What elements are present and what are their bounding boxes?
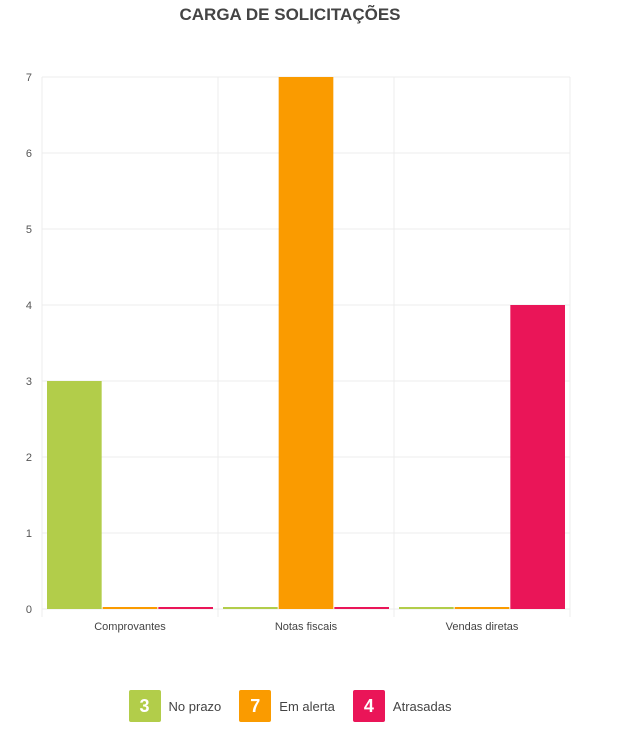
y-tick-label: 0: [26, 604, 32, 616]
legend-label: No prazo: [168, 698, 222, 714]
bar: [158, 607, 213, 609]
y-tick-label: 2: [26, 452, 32, 464]
legend-item-atrasadas[interactable]: 4 Atrasadas: [352, 690, 452, 722]
bar: [334, 607, 389, 609]
bar: [223, 607, 278, 609]
y-tick-label: 3: [26, 376, 32, 388]
legend-item-no-prazo[interactable]: 3 No prazo: [128, 690, 222, 722]
x-tick-label: Vendas diretas: [446, 621, 519, 633]
legend-label: Atrasadas: [392, 698, 452, 714]
chart-legend: 3 No prazo 7 Em alerta 4 Atrasadas: [0, 690, 580, 722]
legend-count-badge: 7: [239, 690, 272, 722]
y-tick-label: 7: [26, 72, 32, 84]
chart-title: CARGA DE SOLICITAÇÕES: [179, 5, 401, 24]
x-tick-label: Comprovantes: [94, 621, 166, 633]
y-tick-label: 1: [26, 528, 32, 540]
bar: [454, 607, 510, 609]
bar: [399, 607, 454, 609]
bar: [510, 305, 565, 609]
legend-count-badge: 3: [128, 690, 161, 722]
legend-item-em-alerta[interactable]: 7 Em alerta: [239, 690, 335, 722]
bar-chart: 0 1 2 3 4 5 6 7 Comprovantes Notas fiscais Vendas …: [26, 72, 571, 633]
legend-label: Em alerta: [279, 698, 335, 714]
bar: [278, 77, 334, 609]
legend-count-badge: 4: [352, 690, 385, 722]
y-tick-label: 4: [26, 300, 32, 312]
y-tick-label: 6: [26, 148, 32, 160]
y-tick-label: 5: [26, 224, 32, 236]
bar: [47, 381, 102, 609]
bar: [102, 607, 158, 609]
x-tick-label: Notas fiscais: [275, 621, 338, 633]
